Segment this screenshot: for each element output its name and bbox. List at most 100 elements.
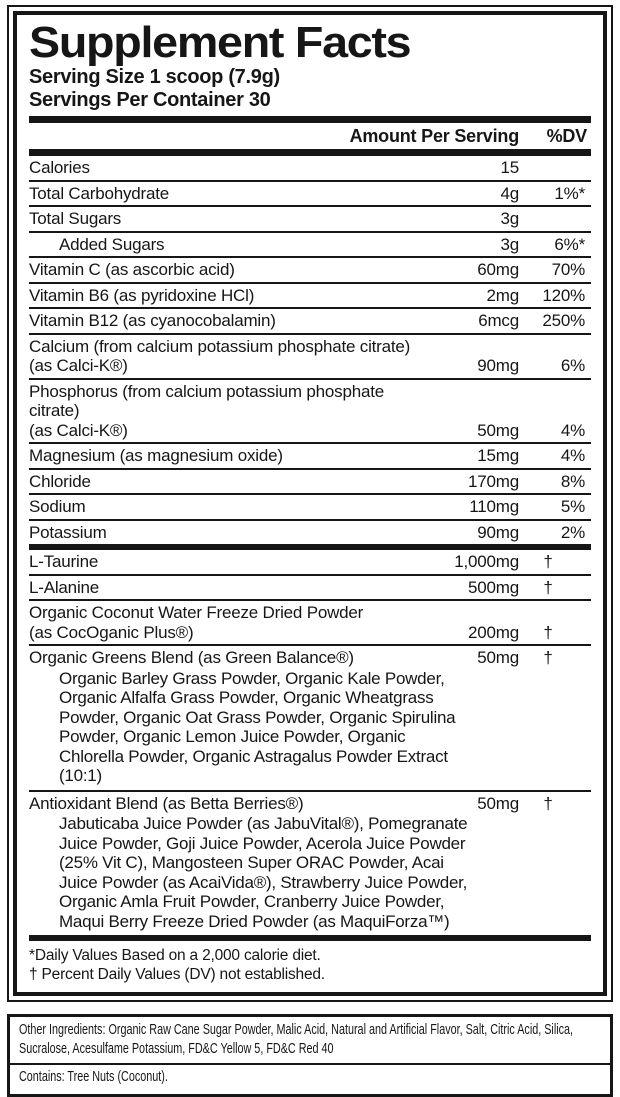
amount-value: 4g bbox=[500, 183, 519, 203]
ingredient-name: Organic Greens Blend (as Green Balance®) bbox=[29, 647, 424, 669]
amount-value: 60mg bbox=[477, 260, 519, 279]
amount-value: 50mg bbox=[477, 420, 519, 440]
ingredient-name-line: Vitamin B12 (as cyanocobalamin) bbox=[29, 311, 276, 330]
table-row: Potassium 90mg 2% bbox=[29, 518, 591, 545]
ingredient-name-line: Total Sugars bbox=[29, 209, 122, 228]
table-row-main: L-Alanine 500mg † bbox=[29, 577, 591, 599]
amount-value: 200mg bbox=[468, 622, 519, 642]
table-row-main: Phosphorus (from calcium potassium phosp… bbox=[29, 381, 591, 442]
amount-value: 50mg bbox=[477, 648, 519, 667]
ingredient-name-line: Added Sugars bbox=[59, 234, 165, 254]
ingredient-name-line: Sodium bbox=[29, 497, 86, 516]
footnote-dv-not-established: † Percent Daily Values (DV) not establis… bbox=[29, 966, 325, 983]
ingredient-name: Added Sugars bbox=[29, 234, 424, 256]
ingredient-name-line: L-Taurine bbox=[29, 552, 99, 571]
amount-value: 15 bbox=[500, 158, 519, 177]
ingredient-name-line: Antioxidant Blend (as Betta Berries®) bbox=[29, 793, 304, 813]
table-row-main: Vitamin B12 (as cyanocobalamin) 6mcg 250% bbox=[29, 310, 591, 332]
dv-value bbox=[519, 177, 591, 179]
table-row: Organic Greens Blend (as Green Balance®)… bbox=[29, 644, 591, 790]
dv-value: 4% bbox=[560, 446, 585, 465]
ingredient-name: Chloride bbox=[29, 471, 424, 493]
servings-per-container: Servings Per Container 30 bbox=[29, 89, 271, 111]
ingredient-name-line: L-Alanine bbox=[29, 577, 100, 597]
dv-value: 8% bbox=[560, 471, 585, 491]
ingredient-name-line: (as Calci-K®) bbox=[29, 356, 128, 375]
ingredient-name-line: Vitamin B6 (as pyridoxine HCl) bbox=[29, 285, 255, 305]
table-row-main: Total Carbohydrate 4g 1%* bbox=[29, 183, 591, 205]
allergen-section: Contains: Tree Nuts (Coconut). bbox=[10, 1063, 610, 1094]
ingredient-name-line: Organic Coconut Water Freeze Dried Powde… bbox=[29, 603, 364, 622]
table-row-main: Antioxidant Blend (as Betta Berries®) 50m… bbox=[29, 793, 591, 815]
table-row-main: Magnesium (as magnesium oxide) 15mg 4% bbox=[29, 445, 591, 467]
dv-value: 70% bbox=[551, 260, 586, 279]
amount-value: 1,000mg bbox=[454, 552, 519, 571]
dv-value: † bbox=[543, 552, 553, 571]
table-row: Vitamin B6 (as pyridoxine HCl) 2mg 120% bbox=[29, 281, 591, 308]
dv-value: † bbox=[543, 577, 553, 597]
amount-value: 90mg bbox=[477, 522, 519, 542]
dv-value: 2% bbox=[560, 522, 585, 542]
ingredient-name-line: Magnesium (as magnesium oxide) bbox=[29, 446, 283, 465]
table-row-main: Calcium (from calcium potassium phosphat… bbox=[29, 336, 591, 377]
amount-value: 15mg bbox=[477, 446, 519, 465]
amount-value: 170mg bbox=[468, 471, 519, 491]
dv-value: 6%* bbox=[554, 234, 585, 254]
amount-value: 500mg bbox=[468, 577, 519, 597]
dv-value: 4% bbox=[560, 420, 585, 440]
table-row-main: Total Sugars 3g bbox=[29, 208, 591, 230]
ingredient-name: Vitamin B6 (as pyridoxine HCl) bbox=[29, 285, 424, 307]
ingredient-name: Sodium bbox=[29, 496, 424, 518]
facts-table: Calories 15 Total Carbohydrate 4g 1%* Total S… bbox=[29, 156, 591, 935]
table-row: Total Sugars 3g bbox=[29, 205, 591, 231]
table-row-main: Added Sugars 3g 6%* bbox=[29, 234, 591, 256]
table-row: Vitamin B12 (as cyanocobalamin) 6mcg 250% bbox=[29, 307, 591, 333]
ingredient-name: Total Sugars bbox=[29, 208, 424, 230]
ingredient-name: Vitamin B12 (as cyanocobalamin) bbox=[29, 310, 424, 332]
dv-value bbox=[519, 228, 591, 230]
amount-value: 90mg bbox=[477, 356, 519, 375]
table-row-main: Vitamin C (as ascorbic acid) 60mg 70% bbox=[29, 259, 591, 281]
ingredient-name: Calories bbox=[29, 157, 424, 179]
table-row: Organic Coconut Water Freeze Dried Powde… bbox=[29, 599, 591, 644]
divider-bar-top bbox=[29, 116, 591, 123]
supplement-facts-inner-box: Supplement Facts Serving Size 1 scoop (7… bbox=[13, 11, 607, 996]
amount-value: 2mg bbox=[486, 285, 520, 305]
ingredient-name-line: Phosphorus (from calcium potassium phosp… bbox=[29, 381, 384, 421]
ingredient-name: Total Carbohydrate bbox=[29, 183, 424, 205]
ingredient-name: L-Alanine bbox=[29, 577, 424, 599]
table-row: Calcium (from calcium potassium phosphat… bbox=[29, 332, 591, 378]
table-row-main: Organic Greens Blend (as Green Balance®)… bbox=[29, 647, 591, 669]
table-row-main: Chloride 170mg 8% bbox=[29, 471, 591, 493]
amount-per-serving-header: Amount Per Serving bbox=[349, 126, 520, 146]
table-row: Chloride 170mg 8% bbox=[29, 467, 591, 494]
table-row-main: Potassium 90mg 2% bbox=[29, 522, 591, 544]
other-ingredients-box: Other Ingredients: Organic Raw Cane Suga… bbox=[7, 1014, 613, 1097]
ingredient-name-line: Calcium (from calcium potassium phosphat… bbox=[29, 336, 411, 356]
dv-value: 5% bbox=[560, 497, 585, 516]
ingredient-name-line: Total Carbohydrate bbox=[29, 183, 170, 203]
table-row-main: Vitamin B6 (as pyridoxine HCl) 2mg 120% bbox=[29, 285, 591, 307]
footnote-daily-values: *Daily Values Based on a 2,000 calorie d… bbox=[29, 947, 321, 964]
dv-value: 120% bbox=[542, 285, 585, 305]
dv-header: %DV bbox=[546, 126, 588, 146]
contains-text: Contains: Tree Nuts (Coconut). bbox=[19, 1068, 168, 1085]
ingredient-name-line: Potassium bbox=[29, 522, 107, 542]
ingredient-name-line: Organic Greens Blend (as Green Balance®) bbox=[29, 648, 354, 667]
table-row: Sodium 110mg 5% bbox=[29, 493, 591, 519]
table-row: L-Taurine 1,000mg † bbox=[29, 550, 591, 574]
ingredient-name-line: Chloride bbox=[29, 471, 91, 491]
amount-value: 3g bbox=[500, 234, 519, 254]
table-row-main: Sodium 110mg 5% bbox=[29, 496, 591, 518]
other-ingredients-section: Other Ingredients: Organic Raw Cane Suga… bbox=[10, 1017, 610, 1063]
other-ingredients-text: Other Ingredients: Organic Raw Cane Suga… bbox=[19, 1021, 574, 1057]
amount-value: 6mcg bbox=[478, 311, 519, 330]
amount-value: 50mg bbox=[477, 793, 519, 813]
ingredient-name: Organic Coconut Water Freeze Dried Powde… bbox=[29, 602, 424, 643]
dv-value: † bbox=[543, 793, 553, 813]
table-row-main: Calories 15 bbox=[29, 157, 591, 179]
table-row: Added Sugars 3g 6%* bbox=[29, 230, 591, 257]
dv-value: 250% bbox=[542, 311, 585, 330]
ingredient-name-line: Vitamin C (as ascorbic acid) bbox=[29, 260, 235, 279]
dv-value: † bbox=[543, 622, 553, 642]
